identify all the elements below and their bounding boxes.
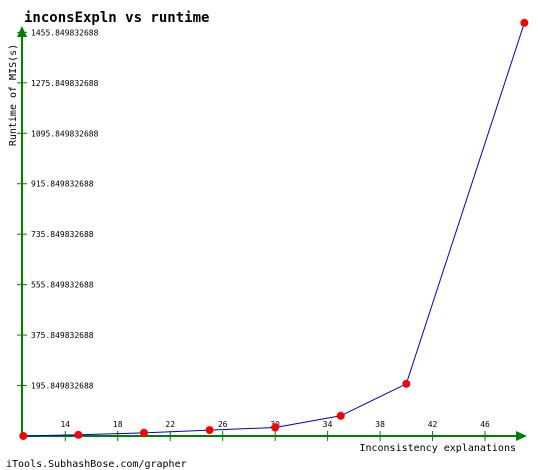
data-point <box>139 428 148 437</box>
x-axis-arrow <box>516 431 527 441</box>
y-tick-label: 1455.849832688 <box>31 28 99 37</box>
data-point <box>336 411 345 420</box>
x-tick-label: 18 <box>113 420 123 429</box>
y-axis-arrow <box>17 26 27 37</box>
x-axis-label: Inconsistency explanations <box>359 443 516 454</box>
y-tick-label: 915.849832688 <box>31 180 94 189</box>
x-tick-label: 34 <box>323 420 333 429</box>
data-point <box>205 426 214 435</box>
x-tick-label: 46 <box>480 420 490 429</box>
y-tick-label: 555.849832688 <box>31 281 94 290</box>
x-tick-label: 22 <box>165 420 175 429</box>
series-line <box>23 22 525 437</box>
series-runtime <box>19 18 529 440</box>
x-tick-label: 14 <box>60 420 70 429</box>
data-point <box>19 431 28 440</box>
y-axis-ticks: 195.849832688 375.849832688 555.849832688 7… <box>17 28 99 391</box>
data-point <box>402 379 411 388</box>
x-tick-label: 38 <box>375 420 385 429</box>
data-point <box>520 18 529 27</box>
x-tick-label: 42 <box>428 420 438 429</box>
chart-title: inconsExpln vs runtime <box>24 10 209 26</box>
footer-credit: iTools.SubhashBose.com/grapher <box>6 459 187 470</box>
y-tick-label: 1275.849832688 <box>31 79 99 88</box>
y-tick-label: 195.849832688 <box>31 382 94 391</box>
data-point <box>271 423 280 432</box>
y-tick-label: 1095.849832688 <box>31 129 99 138</box>
x-tick-label: 26 <box>218 420 228 429</box>
data-point <box>74 430 83 439</box>
y-tick-label: 735.849832688 <box>31 230 94 239</box>
y-tick-label: 375.849832688 <box>31 331 94 340</box>
y-axis-label: Runtime of MIS(s) <box>8 44 19 146</box>
